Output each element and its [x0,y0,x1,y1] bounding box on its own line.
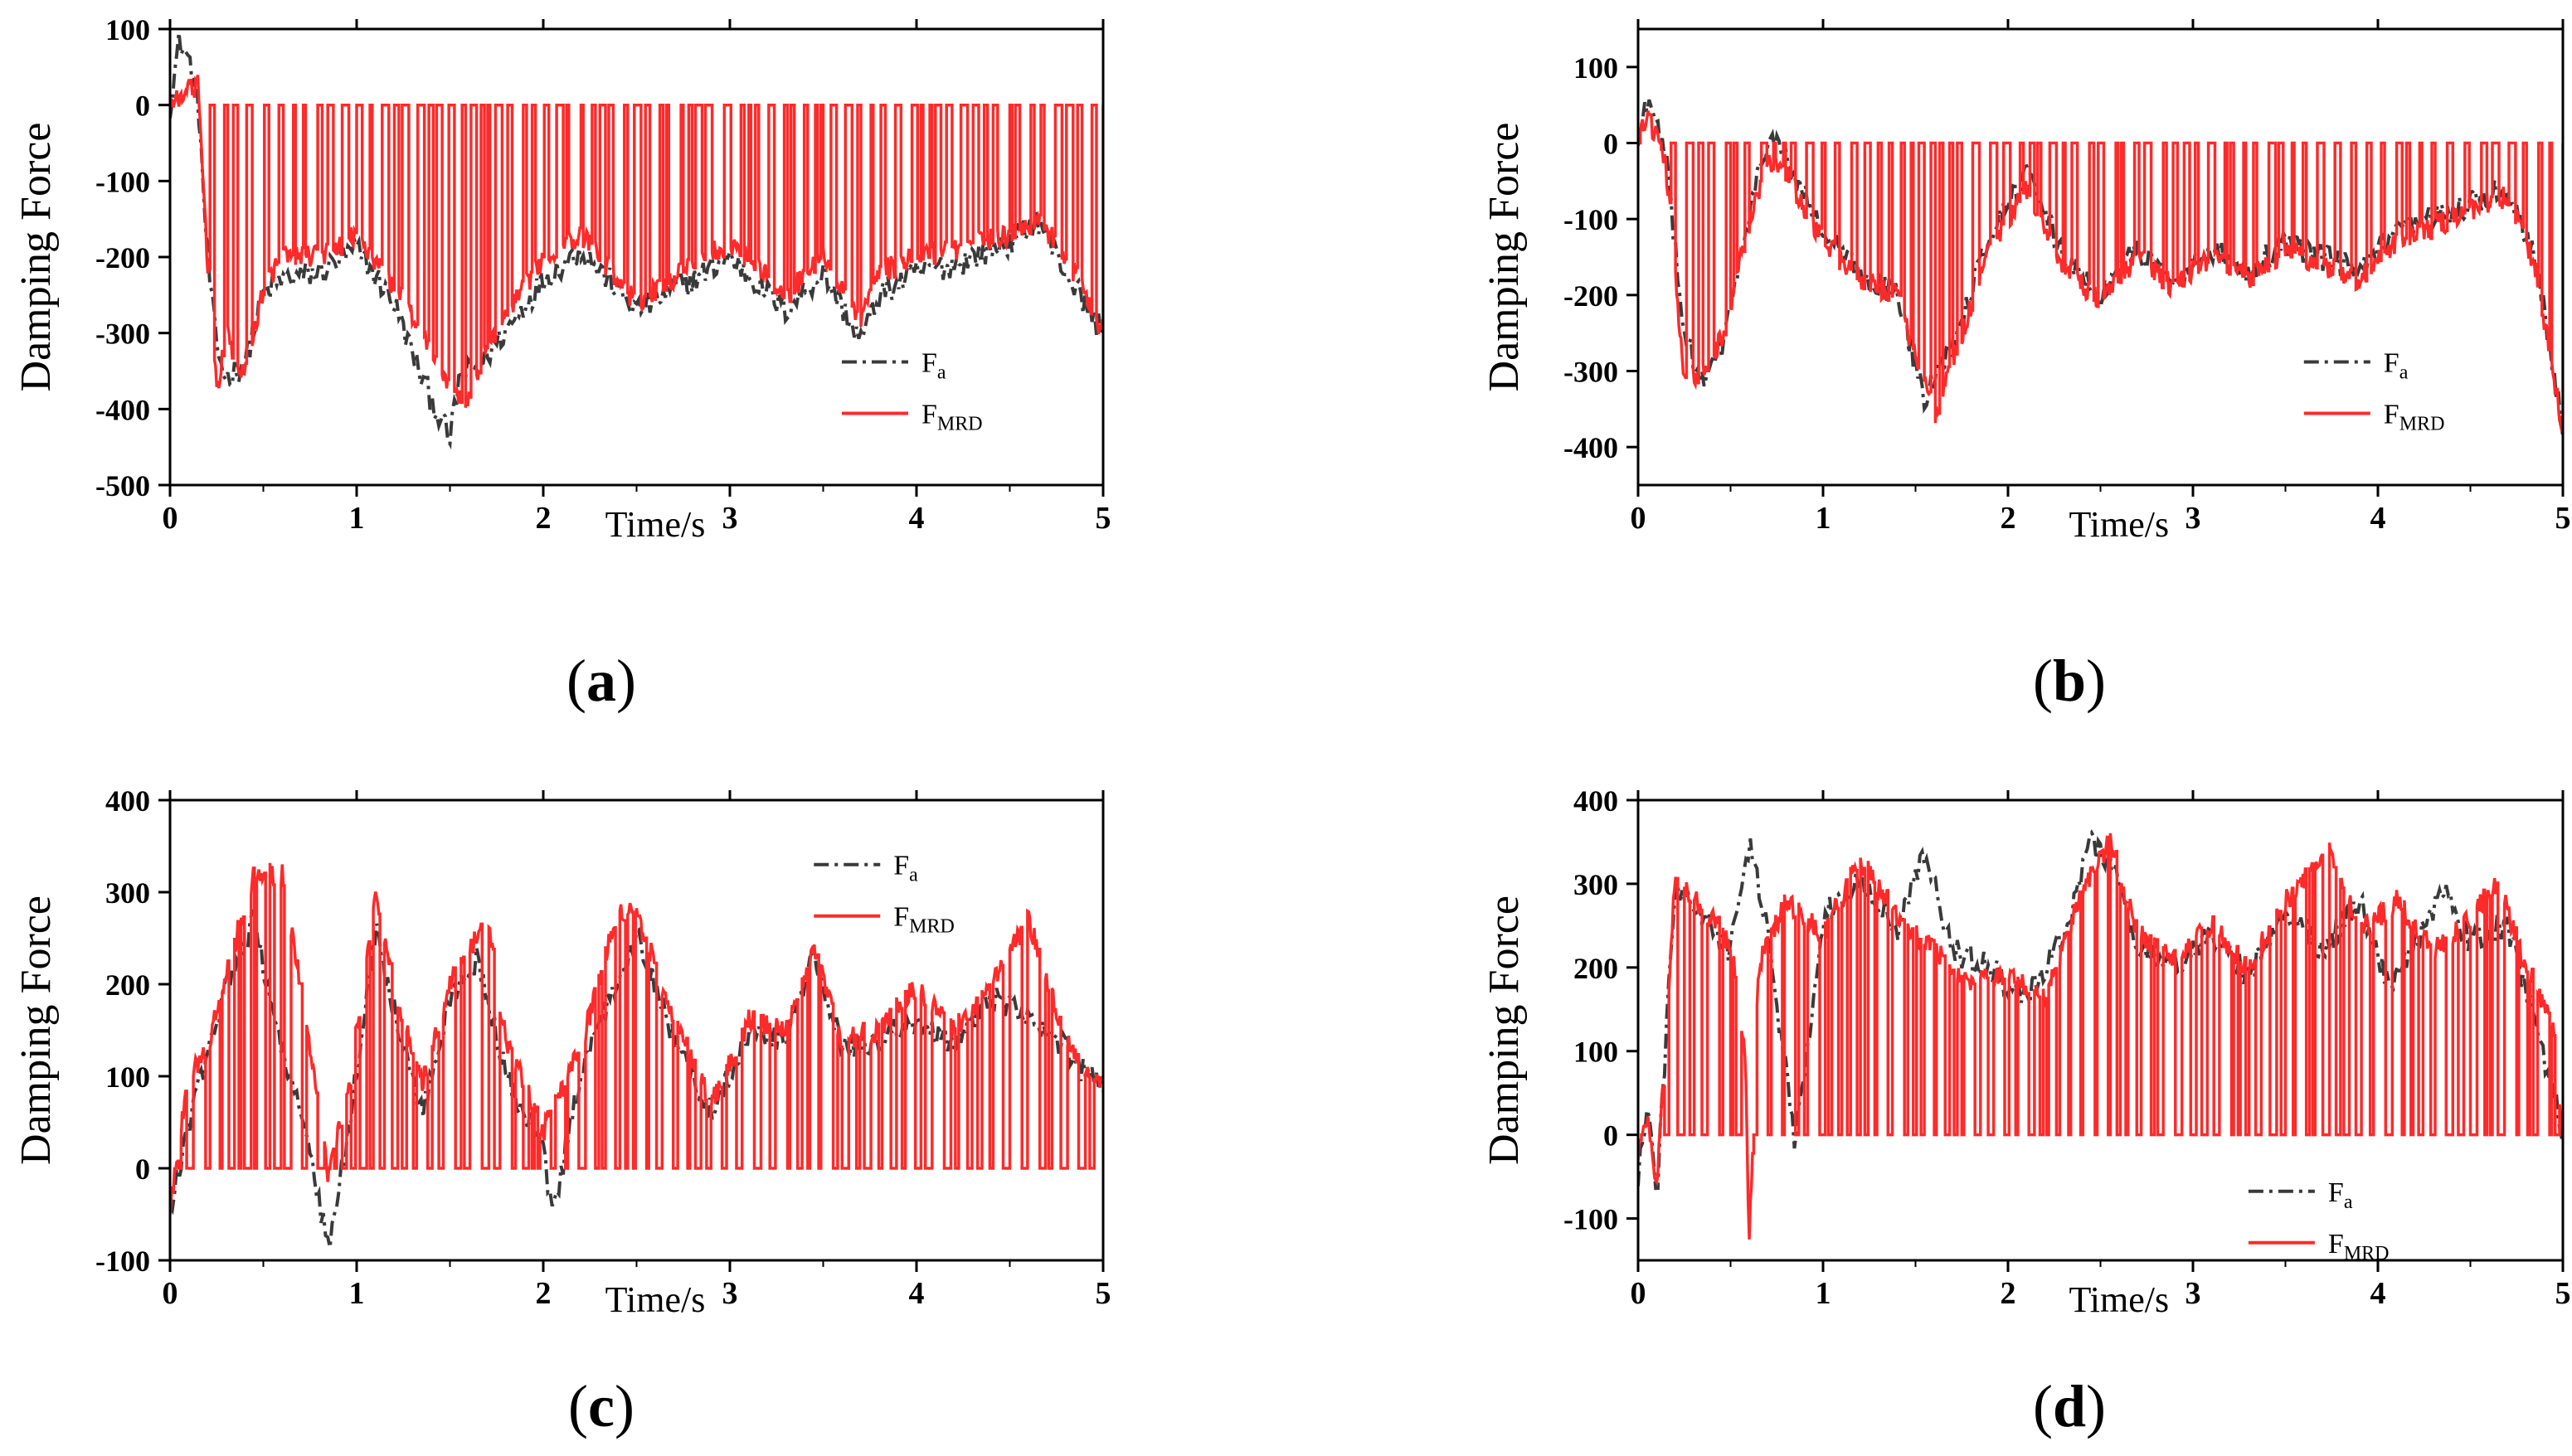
x-tick-label: 5 [2555,1276,2571,1311]
x-tick-label: 4 [2370,1276,2386,1311]
x-tick-label: 5 [1096,501,1111,536]
x-tick-label: 5 [2555,501,2571,536]
y-tick-label: 100 [105,1060,150,1094]
y-tick-label: -300 [1563,356,1618,389]
x-tick-label: 3 [722,1276,738,1311]
x-tick-label: 0 [163,501,178,536]
panel-label-c: (c) [568,1373,634,1439]
x-tick-label: 2 [536,501,552,536]
x-tick-label: 1 [1816,501,1831,536]
legend: Fa FMRD [842,348,983,435]
panel-c: 0 1 2 3 4 5 400 300 200 100 0 -100 Damping Force Time… [0,779,1286,1456]
panel-label-b: (b) [2032,648,2106,714]
series-fmrd-line [170,75,1103,408]
panel-d: 0 1 2 3 4 5 400 300 200 100 0 -100 Damping Force Time… [1468,779,2572,1456]
panel-b: 0 1 2 3 4 5 100 0 -100 -200 -300 -400 Damping Force T… [1468,0,2572,746]
y-tick-label: -300 [95,318,150,351]
x-tick-label: 3 [2185,1276,2201,1311]
x-tick-label: 1 [349,1276,365,1311]
y-tick-label: 400 [1573,784,1618,818]
y-tick-label: 200 [105,968,150,1002]
series-fmrd-line [1638,832,2563,1240]
x-tick-label: 3 [2185,501,2201,536]
x-tick-label: 2 [536,1276,552,1311]
series-fmrd-line [1638,110,2563,433]
legend-fmrd-label: FMRD [921,400,983,435]
x-tick-label: 0 [163,1276,178,1311]
legend-fmrd-label: FMRD [2384,400,2445,435]
y-tick-label: -100 [95,165,150,198]
plot-area [170,32,1103,449]
y-tick-label: 0 [135,1153,150,1186]
x-tick-label: 4 [2370,501,2386,536]
y-tick-label: 200 [1573,952,1618,985]
y-tick-label: 0 [1603,128,1618,161]
x-axis-label: Time/s [605,1279,706,1320]
series-fa-line [170,32,1103,449]
x-tick-label: 2 [2001,1276,2016,1311]
y-tick-label: 0 [1603,1119,1618,1153]
plot-area [170,862,1103,1249]
y-tick-label: 100 [1573,51,1618,85]
y-tick-label: 0 [135,90,150,123]
plot-area [1638,829,2563,1240]
legend-fmrd-label: FMRD [893,902,955,938]
x-tick-label: 3 [722,501,738,536]
legend: Fa FMRD [2248,1177,2390,1264]
legend-fmrd-label: FMRD [2328,1229,2390,1264]
y-tick-label: 100 [105,13,150,46]
x-tick-label: 0 [1631,501,1646,536]
plot-area [1638,99,2563,436]
chart-a: 0 1 2 3 4 5 100 0 -100 -200 -300 -400 -500 Damping Fo… [12,13,1111,545]
x-tick-label: 1 [1816,1276,1831,1311]
x-axis-label: Time/s [605,504,706,545]
legend: Fa FMRD [2303,348,2445,435]
legend-fa-label: Fa [893,851,918,886]
y-tick-label: -100 [95,1245,150,1278]
y-tick-label: -200 [95,241,150,274]
x-axis-label: Time/s [2069,1279,2169,1320]
legend-fa-label: Fa [2384,348,2409,384]
y-tick-label: -400 [1563,431,1618,464]
x-tick-label: 4 [909,501,925,536]
y-tick-label: 300 [1573,868,1618,901]
y-axis-label: Damping Force [1480,895,1528,1165]
y-tick-label: -500 [95,469,150,502]
y-tick-label: -400 [95,393,150,426]
series-fa-line [170,908,1103,1249]
x-tick-label: 1 [349,501,365,536]
x-axis-label: Time/s [2069,504,2169,545]
x-tick-label: 2 [2001,501,2016,536]
y-tick-label: -100 [1563,1203,1618,1236]
chart-b: 0 1 2 3 4 5 100 0 -100 -200 -300 -400 Damping Force T… [1480,19,2571,545]
y-tick-label: 400 [105,784,150,818]
y-axis-label: Damping Force [1480,123,1528,392]
legend-fa-label: Fa [2328,1177,2353,1213]
panel-label-d: (d) [2032,1373,2106,1439]
x-tick-label: 4 [909,1276,925,1311]
series-fmrd-line [170,862,1103,1216]
y-axis-label: Damping Force [12,895,60,1165]
series-fa-line [1638,829,2563,1191]
y-tick-label: 300 [105,876,150,910]
panel-a: 0 1 2 3 4 5 100 0 -100 -200 -300 -400 -500 Damping Fo… [0,0,1286,746]
chart-c: 0 1 2 3 4 5 400 300 200 100 0 -100 Damping Force Time… [12,784,1111,1320]
panel-label-a: (a) [566,648,636,714]
legend: Fa FMRD [814,851,955,938]
y-tick-label: -100 [1563,203,1618,236]
y-tick-label: -200 [1563,279,1618,313]
chart-d: 0 1 2 3 4 5 400 300 200 100 0 -100 Damping Force Time… [1480,784,2571,1320]
x-tick-label: 5 [1096,1276,1111,1311]
legend-fa-label: Fa [921,348,946,384]
x-tick-label: 0 [1631,1276,1646,1311]
y-tick-label: 100 [1573,1036,1618,1069]
y-axis-label: Damping Force [12,123,60,392]
